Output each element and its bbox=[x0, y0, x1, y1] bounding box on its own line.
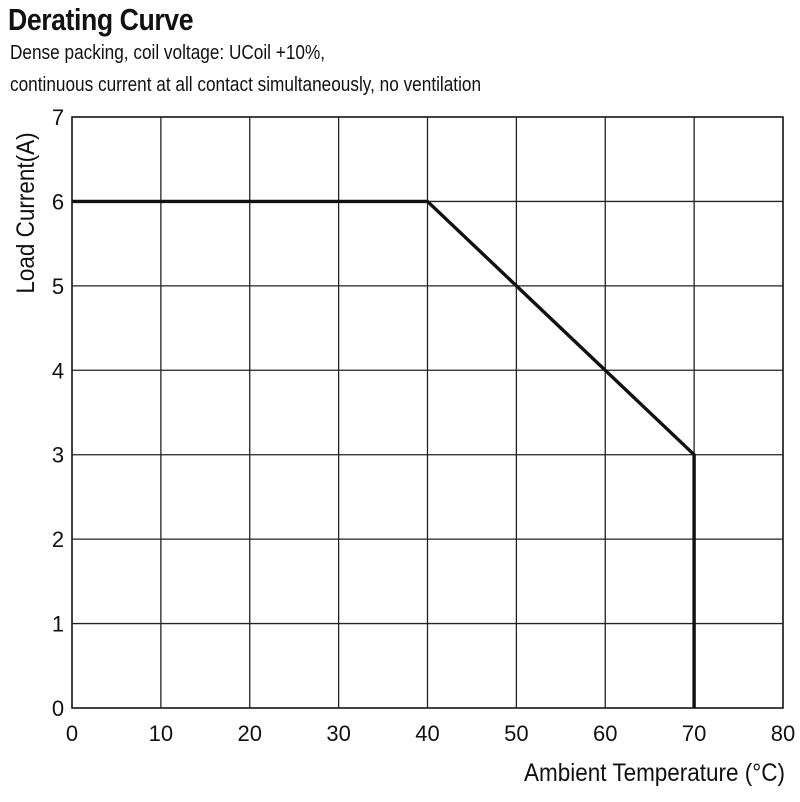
x-tick-label: 80 bbox=[771, 721, 795, 746]
series-lines bbox=[72, 199, 696, 708]
y-axis-label: Load Current(A) bbox=[12, 132, 40, 293]
chart-subtitle-line-2: continuous current at all contact simult… bbox=[10, 74, 482, 96]
x-tick-label: 40 bbox=[415, 721, 439, 746]
y-tick-label: 7 bbox=[52, 105, 64, 130]
y-tick-labels: 0 1 2 3 4 5 6 7 bbox=[52, 105, 64, 721]
y-tick-label: 1 bbox=[52, 612, 64, 637]
plot-frame bbox=[71, 116, 784, 709]
y-tick-label: 4 bbox=[52, 358, 64, 383]
y-tick-label: 3 bbox=[52, 443, 64, 468]
derating-curve-line bbox=[72, 199, 696, 708]
x-tick-label: 10 bbox=[149, 721, 173, 746]
y-tick-label: 5 bbox=[52, 274, 64, 299]
x-tick-label: 50 bbox=[504, 721, 528, 746]
x-tick-label: 20 bbox=[238, 721, 262, 746]
x-tick-label: 30 bbox=[326, 721, 350, 746]
y-tick-label: 2 bbox=[52, 527, 64, 552]
x-tick-label: 0 bbox=[66, 721, 78, 746]
y-tick-label: 6 bbox=[52, 189, 64, 214]
x-axis-label: Ambient Temperature (°C) bbox=[524, 759, 785, 787]
x-tick-labels: 0 10 20 30 40 50 60 70 80 bbox=[66, 721, 795, 746]
grid bbox=[71, 116, 784, 709]
x-tick-label: 70 bbox=[682, 721, 706, 746]
y-tick-label: 0 bbox=[52, 696, 64, 721]
x-tick-label: 60 bbox=[593, 721, 617, 746]
chart-title: Derating Curve bbox=[8, 2, 194, 37]
chart-subtitle-line-1: Dense packing, coil voltage: UCoil +10%, bbox=[10, 42, 326, 64]
